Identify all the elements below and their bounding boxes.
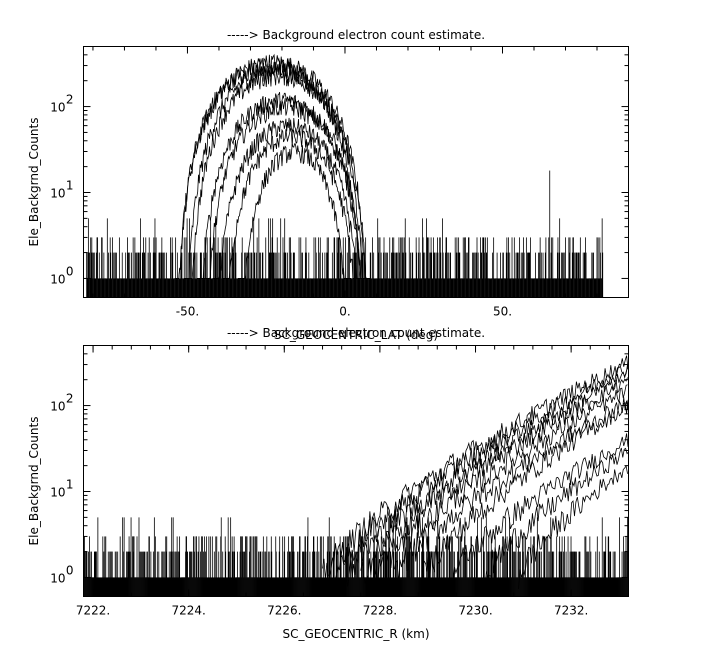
chart-bottom-series-line — [422, 399, 629, 575]
chart-bottom-x-tick-label: 7230. — [458, 604, 492, 618]
chart-top-x-axis: -50. 0. 50. — [92, 46, 629, 319]
chart-top-y-tick-exponent: 0 — [66, 264, 74, 278]
chart-bottom-y-tick-exponent: 0 — [66, 563, 74, 577]
chart-bottom-y-tick-exponent: 1 — [66, 478, 74, 492]
chart-top-series-line — [187, 67, 371, 279]
chart-top-series-line — [203, 98, 368, 279]
chart-bottom-series-line — [451, 433, 629, 591]
chart-bottom-title: -----> Background electron count estimat… — [227, 326, 485, 340]
chart-bottom-y-tick-label: 10 — [50, 571, 65, 585]
chart-top-y-tick-label: 10 — [50, 101, 65, 115]
chart-top-x-tick-label: 0. — [339, 305, 350, 319]
chart-bottom-series-line — [393, 397, 629, 584]
chart-top: -----> Background electron count estimat… — [27, 28, 629, 342]
chart-bottom-y-tick-label: 10 — [50, 486, 65, 500]
chart-top-y-tick-label: 10 — [50, 272, 65, 286]
chart-bottom-y-tick-exponent: 2 — [66, 392, 74, 406]
chart-bottom-series-line — [360, 377, 628, 584]
chart-bottom-x-tick-label: 7226. — [267, 604, 301, 618]
chart-bottom-x-tick-label: 7224. — [171, 604, 205, 618]
chart-bottom: -----> Background electron count estimat… — [27, 326, 629, 641]
chart-bottom-series-line — [374, 384, 628, 585]
chart-top-y-axis-label: Ele_Backgrnd_Counts — [27, 118, 41, 247]
chart-top-plot-area — [86, 53, 604, 298]
chart-top-series-line — [222, 128, 361, 279]
chart-bottom-series-line — [322, 355, 629, 580]
chart-top-series-line — [174, 57, 364, 279]
chart-top-series-line — [237, 143, 352, 279]
chart-bottom-series-line — [518, 464, 628, 589]
chart-bottom-plot-area — [83, 355, 629, 597]
chart-top-y-tick-exponent: 2 — [66, 93, 74, 107]
chart-bottom-series-line — [484, 447, 629, 585]
chart-bottom-x-tick-label: 7222. — [76, 604, 110, 618]
chart-top-frame — [83, 46, 629, 298]
chart-top-y-tick-exponent: 1 — [66, 179, 74, 193]
chart-bottom-x-tick-label: 7228. — [363, 604, 397, 618]
chart-bottom-x-axis: 7222. 7224. 7226. 7228. 7230. 7232. — [76, 345, 629, 618]
chart-bottom-x-tick-label: 7232. — [554, 604, 588, 618]
chart-bottom-frame — [83, 345, 629, 597]
chart-bottom-series-line — [332, 364, 628, 586]
chart-top-title: -----> Background electron count estimat… — [227, 28, 485, 42]
chart-top-y-tick-label: 10 — [50, 187, 65, 201]
chart-bottom-x-axis-label: SC_GEOCENTRIC_R (km) — [283, 627, 430, 641]
chart-bottom-y-tick-label: 10 — [50, 400, 65, 414]
chart-top-x-tick-label: 50. — [493, 305, 512, 319]
chart-bottom-y-axis-label: Ele_Backgrnd_Counts — [27, 417, 41, 546]
chart-top-x-tick-label: -50. — [176, 305, 199, 319]
chart-top-x-axis-label: SC_GEOCENTRIC_LAT (deg) — [274, 328, 438, 342]
chart-top-series-line — [212, 117, 364, 279]
